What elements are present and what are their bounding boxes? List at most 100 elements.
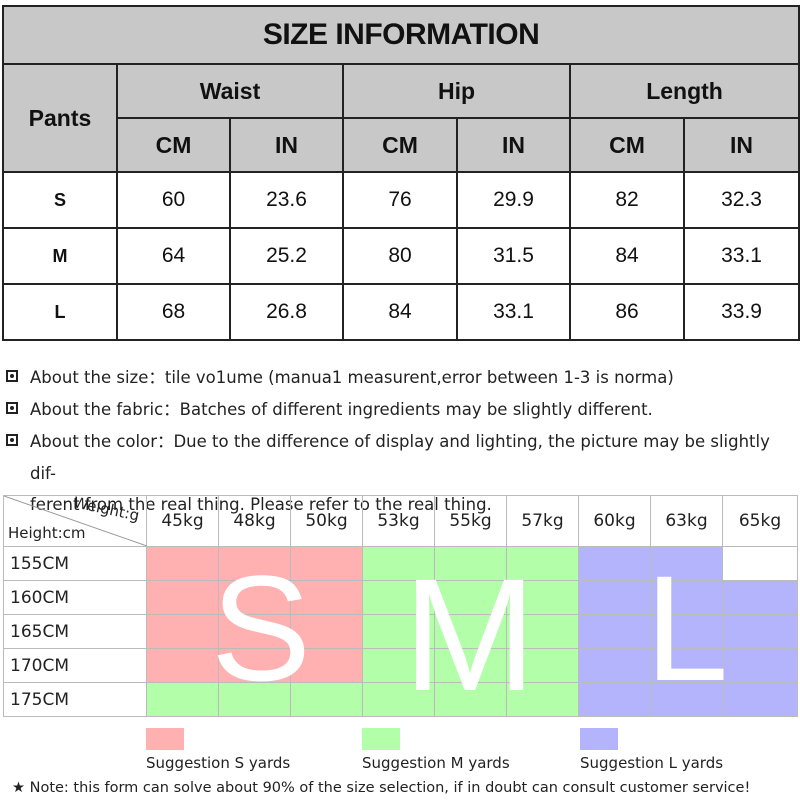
table-cell: 80: [342, 227, 458, 285]
grid-cell-l: [578, 682, 651, 717]
grid-cell-l: [578, 614, 651, 649]
unit-header: IN: [456, 117, 571, 173]
grid-row: 165CM: [3, 614, 798, 649]
grid-row: 160CM: [3, 580, 798, 615]
size-label: L: [2, 283, 118, 341]
table-cell: 33.1: [682, 227, 800, 285]
grid-cell-l: [650, 682, 723, 717]
grid-cell-l: [650, 614, 723, 649]
grid-cell-m: [434, 546, 507, 581]
pants-header: Pants: [2, 63, 118, 173]
weight-header: 57kg: [506, 495, 579, 547]
grid-cell-m: [362, 682, 435, 717]
weight-header: 63kg: [650, 495, 723, 547]
grid-cell-l: [578, 580, 651, 615]
table-cell: 23.6: [229, 171, 344, 229]
grid-cell-l: [650, 546, 723, 581]
table-cell: 33.1: [456, 283, 571, 341]
hip-header: Hip: [342, 63, 571, 119]
grid-cell-m: [506, 580, 579, 615]
grid-cell-m: [506, 648, 579, 683]
size-label: M: [2, 227, 118, 285]
table-cell: 60: [116, 171, 231, 229]
weight-height-corner: Weight:g Height:cm: [3, 493, 147, 547]
height-label: 165CM: [3, 614, 147, 649]
table-cell: 26.8: [229, 283, 344, 341]
bullet-icon: [6, 434, 18, 446]
grid-cell-s: [290, 546, 363, 581]
grid-row: 170CM: [3, 648, 798, 683]
bullet-icon: [6, 370, 18, 382]
grid-cell-m: [434, 648, 507, 683]
note-text: About the color：Due to the difference of…: [30, 432, 770, 483]
grid-cell-l: [578, 648, 651, 683]
note-size: About the size：tile vo1ume (manua1 measu…: [6, 362, 796, 394]
grid-cell-s: [290, 648, 363, 683]
height-label: 155CM: [3, 546, 147, 581]
table-row: L 68 26.8 84 33.1 86 33.9: [2, 283, 800, 341]
grid-cell-l: [722, 648, 798, 683]
grid-cell-s: [218, 614, 291, 649]
grid-row: 155CM: [3, 546, 798, 581]
grid-cell-m: [362, 614, 435, 649]
suggestion-table: Weight:g Height:cm 45kg 48kg 50kg 53kg 55kg 5…: [3, 493, 798, 717]
unit-header: CM: [116, 117, 231, 173]
height-axis-label: Height:cm: [8, 524, 86, 542]
grid-cell-m: [506, 614, 579, 649]
legend-swatch-l: [580, 728, 618, 750]
legend-m: Suggestion M yards: [362, 728, 510, 772]
weight-header: 65kg: [722, 495, 798, 547]
unit-header: IN: [682, 117, 800, 173]
unit-header: CM: [569, 117, 685, 173]
table-cell: 82: [569, 171, 685, 229]
table-cell: 84: [569, 227, 685, 285]
grid-cell-s: [218, 546, 291, 581]
table-cell: 68: [116, 283, 231, 341]
table-row: S 60 23.6 76 29.9 82 32.3: [2, 171, 800, 229]
grid-cell-m: [362, 648, 435, 683]
table-row: M 64 25.2 80 31.5 84 33.1: [2, 227, 800, 285]
weight-header: 60kg: [578, 495, 651, 547]
grid-cell-l: [722, 580, 798, 615]
legend-label: Suggestion S yards: [146, 754, 291, 772]
grid-cell-s: [146, 580, 219, 615]
diagonal-divider: [4, 496, 147, 546]
unit-header: CM: [342, 117, 458, 173]
height-label: 160CM: [3, 580, 147, 615]
legend-label: Suggestion L yards: [580, 754, 724, 772]
length-header: Length: [568, 63, 800, 119]
size-label: S: [2, 171, 118, 229]
legend-swatch-m: [362, 728, 400, 750]
grid-cell-l: [650, 580, 723, 615]
grid-cell-m: [362, 546, 435, 581]
grid-cell-l: [578, 546, 651, 581]
grid-cell-s: [146, 648, 219, 683]
height-label: 175CM: [3, 682, 147, 717]
legend-swatch-s: [146, 728, 184, 750]
grid-cell-s: [218, 648, 291, 683]
grid-cell-s: [218, 580, 291, 615]
legend-l: Suggestion L yards: [580, 728, 723, 772]
table-cell: 86: [569, 283, 685, 341]
grid-cell-s: [146, 546, 219, 581]
table-cell: 31.5: [456, 227, 571, 285]
grid-cell-m: [434, 614, 507, 649]
unit-header: IN: [229, 117, 344, 173]
weight-header: 48kg: [218, 495, 291, 547]
table-cell: 25.2: [229, 227, 344, 285]
table-cell: 84: [342, 283, 458, 341]
grid-cell-m: [362, 580, 435, 615]
size-suggestion-grid: Weight:g Height:cm 45kg 48kg 50kg 53kg 55kg 5…: [3, 493, 798, 717]
height-label: 170CM: [3, 648, 147, 683]
grid-cell-m: [290, 682, 363, 717]
grid-cell-s: [290, 580, 363, 615]
table-cell: 29.9: [456, 171, 571, 229]
grid-row: 175CM: [3, 682, 798, 717]
grid-cell-m: [506, 546, 579, 581]
table-cell: 64: [116, 227, 231, 285]
note-text: About the fabric：Batches of different in…: [30, 400, 653, 419]
grid-cell-s: [146, 614, 219, 649]
grid-cell-empty: [722, 546, 798, 581]
grid-cell-l: [650, 648, 723, 683]
grid-cell-m: [434, 682, 507, 717]
